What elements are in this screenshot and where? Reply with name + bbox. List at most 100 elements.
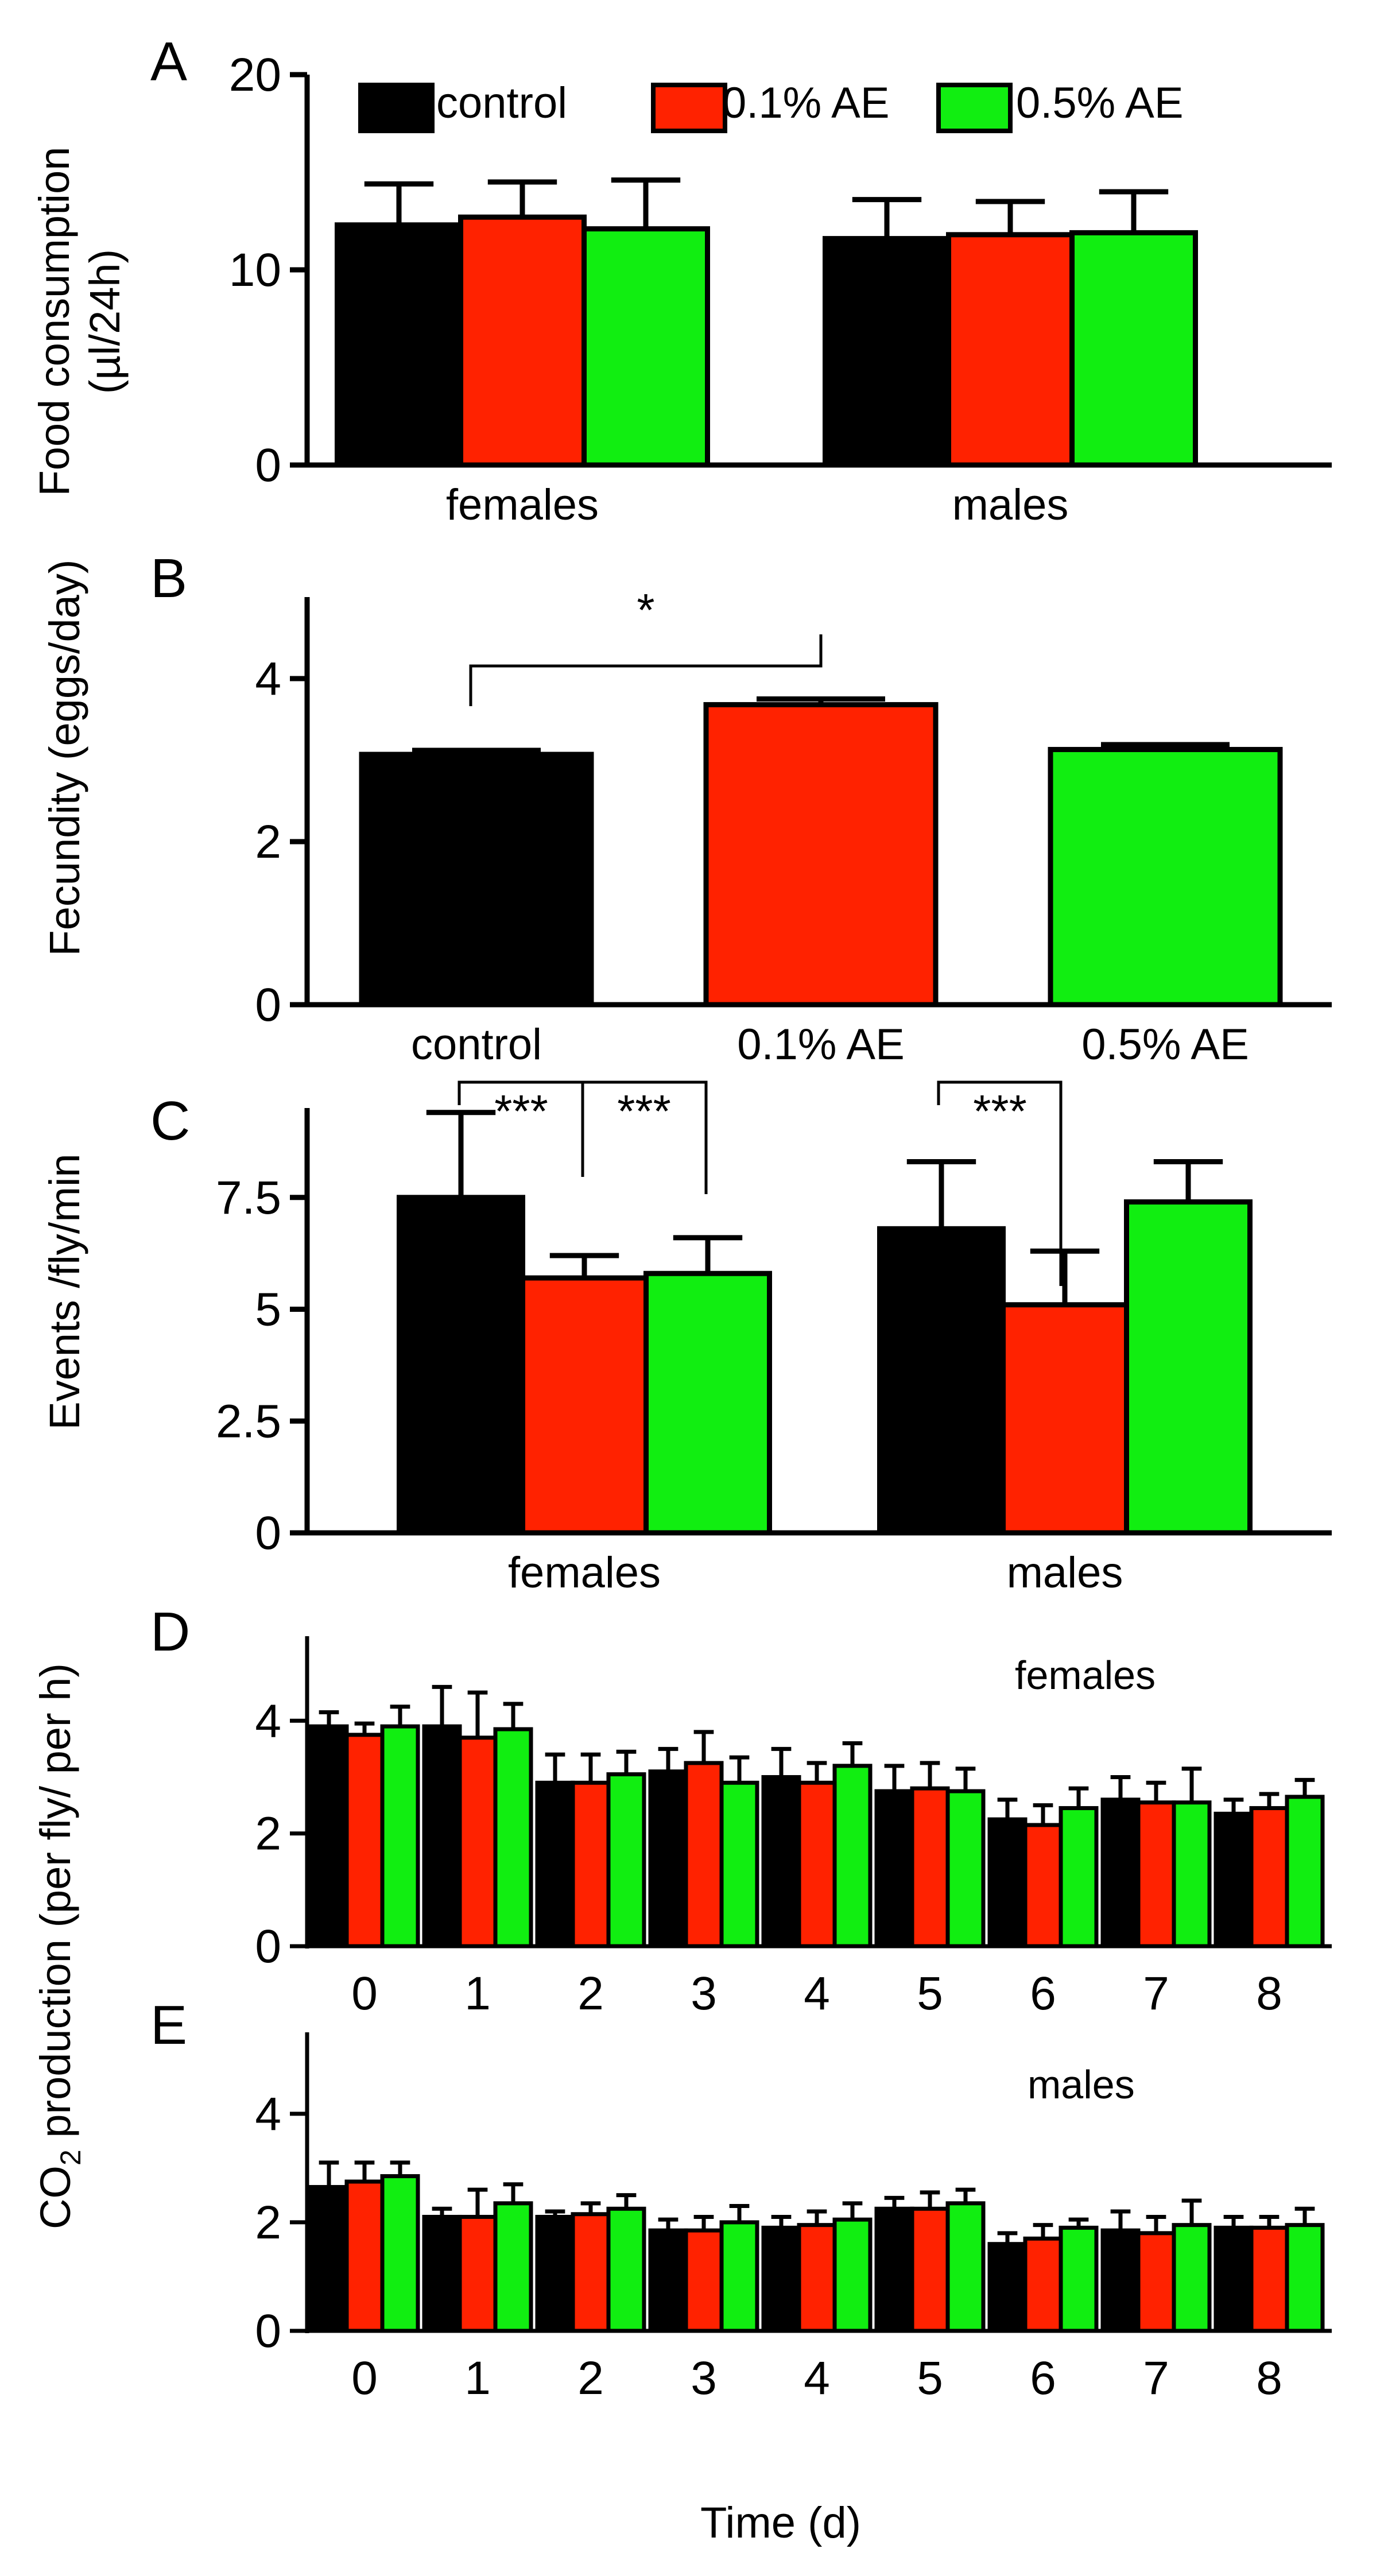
panel-letter-e: E <box>150 1994 187 2056</box>
panel-e-y-tick-label: 4 <box>255 2088 281 2140</box>
panel-e-ae01-bar <box>910 2206 950 2333</box>
panel-e-ae05-bar <box>945 2201 986 2333</box>
panel-d-x-tick-label: 1 <box>464 1967 491 2020</box>
panel-d-ae05-bar <box>493 1727 533 1949</box>
panel-d-ae01-bar <box>1136 1800 1176 1949</box>
panel-d-x-tick-label: 6 <box>1030 1967 1056 2020</box>
panel-c-y-tick-label: 5 <box>255 1284 281 1336</box>
panel-d-control-bar <box>535 1780 575 1949</box>
panel-e-ae05-bar <box>832 2217 873 2333</box>
panel-c-y-tick-label: 7.5 <box>216 1172 281 1224</box>
panel-a-ae01-bar <box>946 232 1075 468</box>
chart-c: 0 2.5 5 7.5 females males *** *** *** <box>216 1080 1332 1597</box>
panel-c-significance-bracket <box>937 1080 1063 1286</box>
legend-swatch-ae01 <box>651 83 727 133</box>
panel-c-significance-label: *** <box>494 1086 548 1137</box>
panel-e-x-tick-label: 5 <box>917 2352 943 2404</box>
panel-e-control-bar <box>422 2214 462 2333</box>
panel-a-ylabel-line1: Food consumption <box>30 147 78 497</box>
panel-a-ae05-bar <box>1069 230 1198 468</box>
legend-swatch-ae05 <box>936 83 1013 133</box>
panel-d-x-tick-label: 5 <box>917 1967 943 2020</box>
panel-c-category-label: males <box>1007 1548 1123 1597</box>
panel-a-y-tick-label: 0 <box>255 439 281 491</box>
panel-c-significance-label: *** <box>973 1086 1026 1137</box>
panel-e-ae01-bar <box>1249 2225 1289 2333</box>
panel-e-x-tick-label: 7 <box>1143 2352 1169 2404</box>
panel-e-x-tick-label: 0 <box>351 2352 378 2404</box>
panel-d-y-tick-label: 0 <box>255 1920 281 1973</box>
panel-e-ae05-bar <box>1285 2223 1325 2333</box>
panel-e-x-tick-label: 2 <box>577 2352 604 2404</box>
panel-a-ylabel-line2: (µl/24h) <box>81 249 129 394</box>
panel-e-ae05-bar <box>719 2220 759 2333</box>
panel-a-category-label: males <box>952 481 1069 529</box>
panel-e-ae05-bar <box>1059 2225 1099 2333</box>
panel-c-y-tick-label: 0 <box>255 1507 281 1559</box>
panel-e-control-bar <box>987 2242 1028 2333</box>
legend-label-ae01: 0.1% AE <box>722 79 890 127</box>
panel-a-control-bar <box>823 236 951 468</box>
panel-d-control-bar <box>648 1769 688 1949</box>
panel-e-x-tick-label: 1 <box>464 2352 491 2404</box>
panel-c-y-tick-label: 2.5 <box>216 1395 281 1447</box>
panel-d-control-bar <box>761 1775 801 1949</box>
panel-e-control-bar <box>309 2184 349 2333</box>
panel-c-ae05-bar <box>643 1270 772 1536</box>
co2-suffix: production (per fly/ per h) <box>32 1663 79 2149</box>
panel-a-control-bar <box>335 222 463 468</box>
panel-e-x-tick-label: 6 <box>1030 2352 1056 2404</box>
legend: control 0.1% AE 0.5% AE <box>358 79 1184 133</box>
panel-c-control-bar <box>877 1226 1006 1536</box>
panel-e-y-tick-label: 2 <box>255 2197 281 2249</box>
panel-b-category-label: 0.1% AE <box>737 1020 905 1069</box>
panel-c-significance-bracket <box>581 1080 708 1194</box>
panel-e-ae01-bar <box>1136 2231 1176 2333</box>
panel-e-y-tick-label: 0 <box>255 2305 281 2357</box>
panel-a-ylabel: Food consumption (µl/24h) <box>30 147 129 497</box>
panel-de-ylabel: CO2 production (per fly/ per h) <box>32 1663 87 2229</box>
co2-subscript: 2 <box>55 2149 87 2166</box>
panel-d-control-bar <box>1213 1811 1254 1949</box>
chart-e: 0 2 4 0 1 2 3 4 5 6 7 8 <box>255 2032 1332 2404</box>
panel-d-x-tick-label: 3 <box>691 1967 717 2020</box>
panel-a-ae05-bar <box>581 226 710 468</box>
panel-d-y-tick-label: 4 <box>255 1695 281 1747</box>
panel-c-ae01-bar <box>1001 1302 1129 1536</box>
panel-a-ae01-bar <box>458 214 587 468</box>
panel-letter-b: B <box>150 548 187 609</box>
panel-d-ae01-bar <box>458 1736 498 1949</box>
x-axis-label: Time (d) <box>700 2498 861 2547</box>
panel-e-ae01-bar <box>684 2228 724 2333</box>
panel-d-ae05-bar <box>380 1724 420 1949</box>
panel-c-category-label: females <box>508 1548 661 1597</box>
panel-e-ae01-bar <box>1023 2236 1063 2333</box>
panel-b-ae05-bar <box>1048 747 1283 1008</box>
panel-e-ae01-bar <box>797 2223 837 2333</box>
panel-e-ae05-bar <box>380 2174 420 2333</box>
legend-label-control: control <box>436 79 567 127</box>
panel-d-ae05-bar <box>1059 1806 1099 1949</box>
panel-e-subtitle: males <box>1028 2062 1135 2107</box>
panel-b-ae01-bar <box>703 702 939 1008</box>
chart-a: 0 10 20 females males <box>229 49 1332 529</box>
panel-e-ae05-bar <box>493 2201 533 2333</box>
panel-d-ae05-bar <box>945 1789 986 1949</box>
panel-d-ae01-bar <box>1023 1823 1063 1949</box>
panel-c-significance-label: *** <box>617 1086 670 1137</box>
chart-d: 0 2 4 0 1 2 3 4 5 6 7 8 <box>255 1636 1332 2020</box>
panel-d-ae01-bar <box>910 1786 950 1949</box>
panel-e-ae05-bar <box>1172 2223 1212 2333</box>
panel-c-ae05-bar <box>1124 1199 1253 1536</box>
panel-c-significance-bracket <box>458 1080 584 1177</box>
panel-e-control-bar <box>874 2206 914 2333</box>
panel-e-x-tick-label: 4 <box>804 2352 830 2404</box>
legend-swatch-control <box>358 83 435 133</box>
panel-a-category-label: females <box>446 481 599 529</box>
panel-letter-d: D <box>150 1601 190 1663</box>
panel-d-subtitle: females <box>1015 1653 1156 1698</box>
panel-e-ae01-bar <box>571 2212 611 2333</box>
panel-d-ae01-bar <box>1249 1806 1289 1949</box>
panel-d-x-tick-label: 8 <box>1256 1967 1282 2020</box>
